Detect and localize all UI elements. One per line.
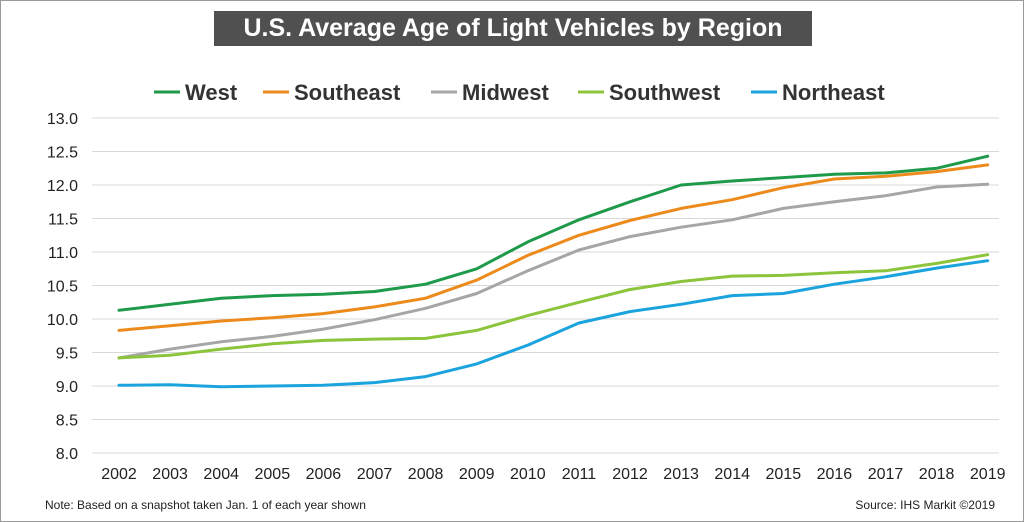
y-tick-label: 10.0 xyxy=(47,312,78,329)
x-tick-label: 2008 xyxy=(408,466,444,483)
x-tick-label: 2005 xyxy=(255,466,291,483)
x-tick-label: 2012 xyxy=(612,466,648,483)
x-tick-label: 2010 xyxy=(510,466,546,483)
x-tick-label: 2006 xyxy=(306,466,342,483)
y-tick-label: 11.5 xyxy=(48,212,78,229)
y-tick-label: 11.0 xyxy=(48,245,78,262)
y-tick-label: 10.5 xyxy=(47,279,78,296)
legend: West Southeast Midwest Southwest Northeast xyxy=(154,80,885,105)
legend-label-southwest: Southwest xyxy=(609,80,721,105)
series-line-midwest xyxy=(117,182,990,360)
y-tick-label: 8.5 xyxy=(56,413,78,430)
legend-label-midwest: Midwest xyxy=(462,80,549,105)
x-tick-label: 2015 xyxy=(766,466,802,483)
series-lines xyxy=(117,154,990,389)
x-tick-label: 2017 xyxy=(868,466,904,483)
x-tick-label: 2018 xyxy=(919,466,955,483)
x-tick-label: 2019 xyxy=(970,466,1006,483)
legend-label-west: West xyxy=(185,80,238,105)
x-tick-label: 2011 xyxy=(562,466,597,483)
x-tick-label: 2007 xyxy=(357,466,393,483)
x-tick-label: 2016 xyxy=(817,466,853,483)
series-line-southeast xyxy=(117,163,990,332)
chart-title: U.S. Average Age of Light Vehicles by Re… xyxy=(214,11,812,46)
x-tick-label: 2013 xyxy=(663,466,699,483)
x-tick-label: 2009 xyxy=(459,466,495,483)
y-tick-label: 13.0 xyxy=(47,111,78,128)
series-line-west xyxy=(117,154,990,312)
y-tick-label: 9.5 xyxy=(56,346,78,363)
x-tick-label: 2002 xyxy=(101,466,137,483)
y-tick-label: 12.0 xyxy=(47,178,78,195)
series-line-southwest xyxy=(117,253,990,360)
x-tick-label: 2003 xyxy=(152,466,188,483)
y-axis-tick-labels: 8.0 8.5 9.0 9.5 10.0 10.5 11.0 11.5 12.0 12.5 13.0 xyxy=(47,111,78,463)
y-tick-label: 8.0 xyxy=(56,446,78,463)
x-tick-label: 2014 xyxy=(714,466,750,483)
legend-label-southeast: Southeast xyxy=(294,80,401,105)
y-tick-label: 12.5 xyxy=(47,145,78,162)
legend-label-northeast: Northeast xyxy=(782,80,885,105)
gridlines xyxy=(92,117,999,454)
series-line-northeast xyxy=(117,259,990,389)
x-tick-label: 2004 xyxy=(203,466,239,483)
source-credit: Source: IHS Markit ©2019 xyxy=(855,498,995,512)
x-axis-tick-labels: 2002 2003 2004 2005 2006 2007 2008 2009 2010 2011… xyxy=(101,466,1005,483)
footnote: Note: Based on a snapshot taken Jan. 1 o… xyxy=(45,498,366,512)
y-tick-label: 9.0 xyxy=(56,379,78,396)
